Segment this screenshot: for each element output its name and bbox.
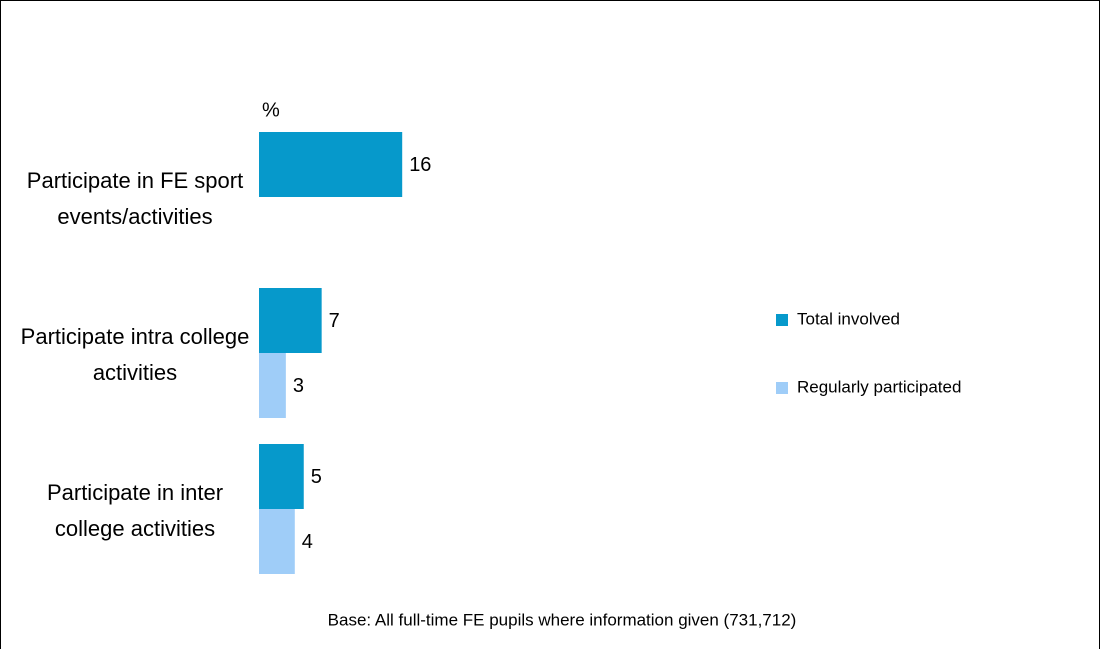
bar bbox=[259, 509, 295, 574]
value-label: 4 bbox=[302, 531, 313, 553]
value-label: 7 bbox=[329, 310, 340, 332]
category-label: Participate in inter college activities bbox=[46, 480, 224, 541]
category-label: Participate in FE sport events/activitie… bbox=[26, 168, 244, 229]
value-label: 16 bbox=[409, 154, 431, 176]
footnote: Base: All full-time FE pupils where info… bbox=[328, 610, 797, 629]
value-label: 5 bbox=[311, 466, 322, 488]
bar bbox=[259, 444, 304, 509]
category-label: Participate intra college activities bbox=[20, 324, 250, 385]
legend-label: Regularly participated bbox=[797, 377, 961, 396]
value-label: 3 bbox=[293, 375, 304, 397]
legend-swatch bbox=[776, 314, 788, 326]
bar bbox=[259, 353, 286, 418]
bar bbox=[259, 288, 322, 353]
legend-swatch bbox=[776, 382, 788, 394]
legend-label: Total involved bbox=[797, 309, 900, 328]
unit-label: % bbox=[262, 99, 280, 121]
bar bbox=[259, 132, 403, 197]
